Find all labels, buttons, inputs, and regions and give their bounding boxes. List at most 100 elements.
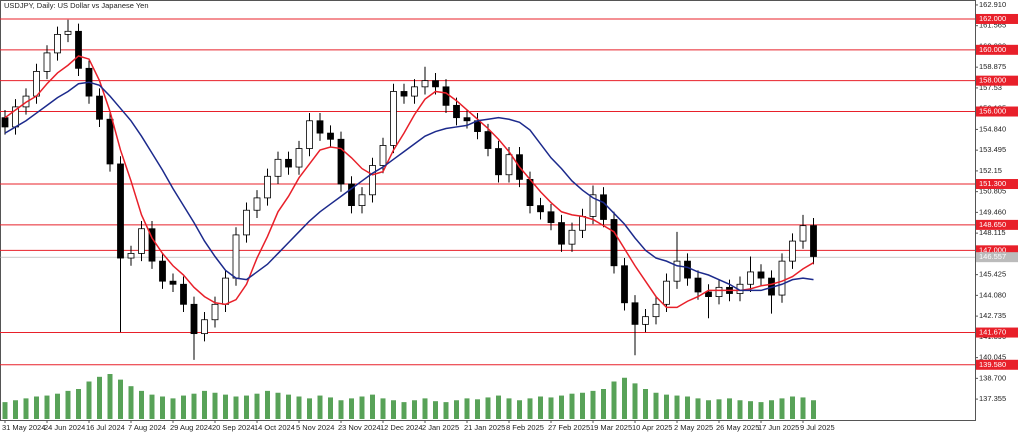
y-tick-label: 137.355 <box>979 394 1006 403</box>
volume-bar <box>475 399 480 419</box>
volume-bar <box>737 400 743 419</box>
candle-body <box>201 319 208 335</box>
candle-body <box>169 280 177 285</box>
volume-bar <box>370 394 375 419</box>
candle-body <box>442 86 450 106</box>
candle-body <box>705 291 712 298</box>
candle-body <box>400 91 408 97</box>
x-tick-label: 23 Nov 2024 <box>338 423 381 432</box>
volume-bar <box>139 390 144 419</box>
candle-body <box>390 91 397 146</box>
candle-body <box>463 117 471 122</box>
candle-body <box>600 194 607 220</box>
volume-bar <box>254 393 260 419</box>
x-tick-label: 2 Jan 2025 <box>422 423 459 432</box>
current-price-label: 146.557 <box>979 252 1006 261</box>
volume-bar <box>118 379 123 419</box>
volume-bar <box>769 400 774 419</box>
y-tick-label: 140.045 <box>979 353 1006 362</box>
volume-bar <box>422 398 428 419</box>
candle-body <box>327 132 334 140</box>
volume-bar <box>76 389 81 419</box>
volume-bar <box>401 402 407 419</box>
candle-body <box>495 148 502 176</box>
x-tick-label: 19 Mar 2025 <box>590 423 632 432</box>
candle-body <box>652 303 660 318</box>
candle-body <box>316 120 324 134</box>
volume-bar <box>296 396 302 419</box>
volume-bar <box>107 374 113 419</box>
candle-body <box>64 30 72 35</box>
candle-body <box>274 158 282 177</box>
level-tag <box>976 44 1018 55</box>
y-tick-label: 154.840 <box>979 124 1006 133</box>
y-tick-label: 150.805 <box>979 187 1006 196</box>
level-tag <box>976 245 1018 256</box>
volume-bar <box>485 397 491 419</box>
candle-body <box>715 286 723 298</box>
volume-bar <box>55 393 60 419</box>
x-tick-label: 21 Jan 2025 <box>464 423 505 432</box>
candle-body <box>810 225 817 257</box>
candle-body <box>579 216 586 231</box>
level-label: 158.000 <box>979 76 1006 85</box>
volume-bar <box>569 393 575 419</box>
volume-bar <box>464 398 470 419</box>
candle-body <box>547 211 555 223</box>
volume-bar <box>695 398 701 419</box>
candle-body <box>453 104 460 119</box>
y-tick-label: 142.735 <box>979 311 1006 320</box>
volume-bar <box>233 396 239 419</box>
candle-body <box>148 228 156 262</box>
level-label: 151.300 <box>979 179 1006 188</box>
candle-body <box>484 131 492 149</box>
candle-body <box>138 228 145 254</box>
volume-bar <box>338 400 344 419</box>
y-tick-label: 145.425 <box>979 270 1006 279</box>
volume-bar <box>517 400 522 419</box>
volume-bar <box>800 397 806 419</box>
volume-bar <box>643 389 648 419</box>
volume-bar <box>307 398 312 419</box>
x-tick-label: 26 May 2025 <box>716 423 759 432</box>
candle-body <box>43 52 51 72</box>
ma-line <box>4 55 814 309</box>
candle-body <box>211 303 219 321</box>
volume-bar <box>790 396 795 419</box>
volume-bar <box>149 394 155 419</box>
volume-bar <box>191 393 197 419</box>
ma-line <box>4 81 814 292</box>
candle-body <box>747 271 754 285</box>
volume-bar <box>559 395 564 419</box>
volume-bar <box>23 398 29 419</box>
volume-bar <box>433 401 438 419</box>
level-label: 141.670 <box>979 328 1006 337</box>
candle-body <box>694 277 702 293</box>
volume-bar <box>601 389 606 419</box>
candle-body <box>631 302 639 325</box>
level-label: 139.580 <box>979 360 1006 369</box>
volume-bar <box>275 392 281 419</box>
candle-body <box>778 260 786 296</box>
candle-body <box>558 222 565 245</box>
current-price-tag <box>976 252 1018 263</box>
plot-frame <box>0 0 976 421</box>
candle-body <box>33 71 40 97</box>
candle-body <box>96 95 103 120</box>
x-tick-label: 8 Feb 2025 <box>506 423 544 432</box>
y-tick-label: 138.700 <box>979 373 1006 382</box>
x-tick-label: 10 Apr 2025 <box>632 423 672 432</box>
level-label: 160.000 <box>979 45 1006 54</box>
candle-body <box>568 229 576 245</box>
volume-bar <box>674 395 680 419</box>
volume-bar <box>590 390 596 419</box>
candle-body <box>411 86 418 97</box>
candle-body <box>264 175 271 199</box>
volume-bar <box>391 400 396 419</box>
candle-body <box>190 303 198 335</box>
volume-bar <box>779 398 785 419</box>
volume-bar <box>212 392 218 419</box>
y-tick-label: 161.565 <box>979 21 1006 30</box>
level-tag <box>976 106 1018 117</box>
